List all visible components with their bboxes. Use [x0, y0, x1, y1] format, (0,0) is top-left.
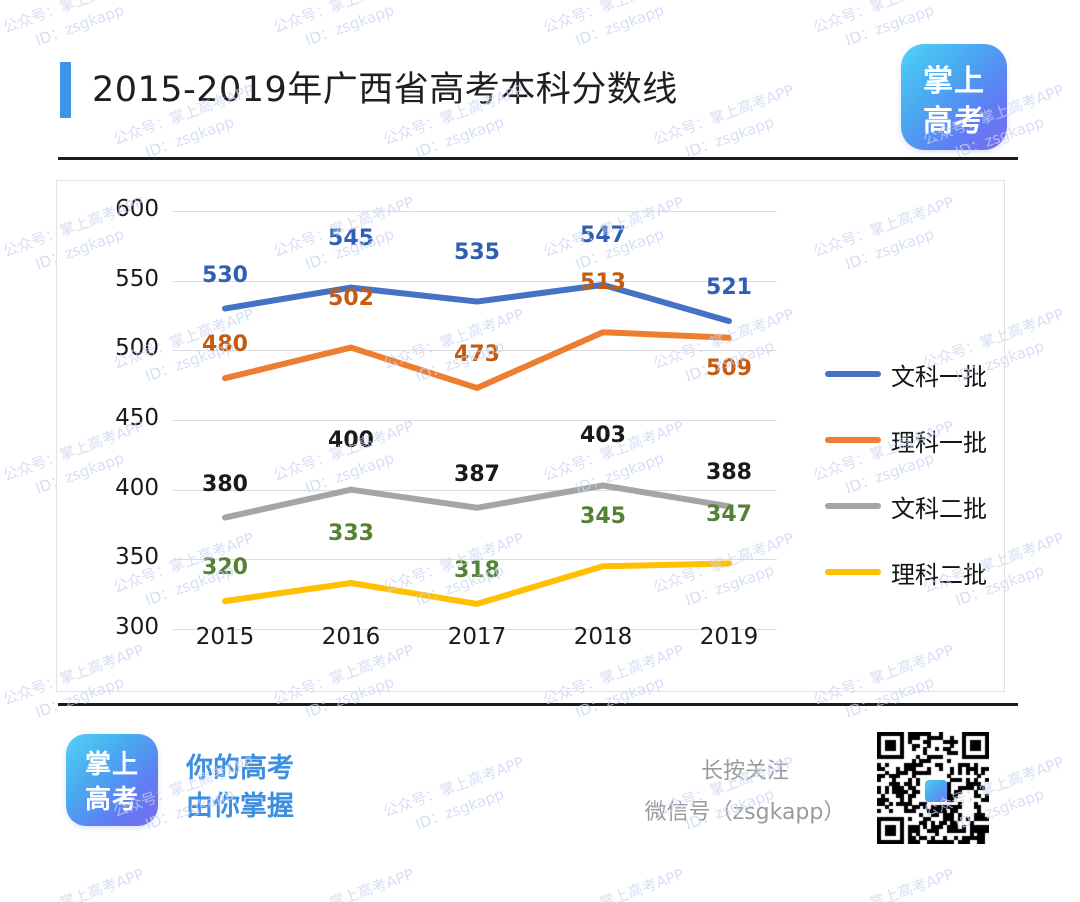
- gridline: [173, 211, 777, 212]
- data-point-label: 318: [454, 557, 500, 583]
- legend-item[interactable]: 理科二批: [825, 539, 1005, 605]
- legend-color-swatch: [825, 503, 881, 509]
- x-axis-tick-label: 2019: [699, 624, 759, 650]
- app-logo-footer-text-top: 掌上: [84, 750, 139, 780]
- page-title: 2015-2019年广西省高考本科分数线: [92, 70, 678, 110]
- legend-label: 文科一批: [891, 362, 987, 391]
- series-line: [222, 482, 732, 521]
- series-line: [222, 281, 732, 325]
- chart-legend: 文科一批理科一批文科二批理科二批: [825, 341, 1005, 605]
- data-point-label: 513: [580, 270, 626, 296]
- data-point-label: 509: [706, 355, 752, 381]
- app-logo-footer: 掌上 高考: [66, 734, 158, 826]
- data-point-label: 400: [328, 427, 374, 453]
- app-logo-footer-text-bottom: 高考: [84, 785, 139, 815]
- footer-follow-text: 长按关注: [700, 759, 789, 784]
- data-point-label: 347: [706, 501, 752, 527]
- legend-label: 理科二批: [891, 560, 987, 589]
- data-point-label: 535: [454, 239, 500, 265]
- data-point-label: 345: [580, 504, 626, 530]
- y-axis-tick-label: 600: [115, 196, 159, 222]
- data-point-label: 320: [202, 555, 248, 581]
- legend-color-swatch: [825, 437, 881, 443]
- chart-card: 600 550 500 450 400 350 300 2015 2016 2017 2018 20…: [56, 180, 1005, 692]
- gridline: [173, 420, 777, 421]
- header-divider: [58, 157, 1018, 160]
- data-point-label: 502: [328, 285, 374, 311]
- footer-wechat-id: 微信号（zsgkapp）: [644, 800, 846, 825]
- gridline: [173, 489, 777, 491]
- legend-item[interactable]: 文科二批: [825, 473, 1005, 539]
- y-axis-tick-label: 500: [115, 335, 159, 362]
- data-point-label: 547: [580, 222, 626, 248]
- app-logo-header: 掌上 高考: [901, 44, 1007, 150]
- page-footer: 掌上 高考 你的高考 由你掌握 长按关注 微信号（zsgkapp）: [0, 706, 1080, 902]
- gridline: [173, 280, 777, 282]
- data-point-label: 333: [328, 521, 374, 547]
- legend-label: 文科二批: [891, 494, 987, 523]
- legend-color-swatch: [825, 569, 881, 575]
- gridline: [173, 350, 777, 352]
- data-point-label: 403: [580, 423, 626, 449]
- data-point-label: 388: [706, 460, 752, 486]
- y-axis-tick-label: 550: [115, 265, 159, 292]
- x-axis-tick-label: 2016: [321, 624, 381, 650]
- footer-tagline-line1: 你的高考: [186, 753, 294, 784]
- data-point-label: 545: [328, 225, 374, 251]
- y-axis-tick-label: 450: [115, 405, 159, 431]
- page-header: 2015-2019年广西省高考本科分数线 掌上 高考: [0, 0, 1080, 160]
- data-point-label: 530: [202, 262, 248, 288]
- chart-series-svg: [222, 281, 732, 607]
- gridline: [173, 629, 777, 630]
- legend-item[interactable]: 文科一批: [825, 341, 1005, 407]
- x-axis-tick-label: 2015: [195, 624, 255, 650]
- footer-tagline-line2: 由你掌握: [186, 791, 294, 822]
- series-line: [222, 329, 732, 391]
- series-line: [222, 560, 732, 607]
- y-axis-tick-label: 400: [115, 474, 159, 501]
- app-logo-header-text-bottom: 高考: [923, 104, 985, 139]
- y-axis-tick-label: 350: [115, 544, 159, 571]
- footer-tagline: 你的高考 由你掌握: [186, 750, 294, 826]
- qr-code-logo-badge: [925, 780, 947, 802]
- app-logo-header-text-top: 掌上: [923, 64, 985, 99]
- data-point-label: 473: [454, 341, 500, 367]
- gridline: [173, 559, 777, 561]
- legend-label: 理科一批: [891, 428, 987, 457]
- x-axis-tick-label: 2017: [447, 624, 507, 650]
- data-point-label: 387: [454, 461, 500, 487]
- footer-divider: [58, 703, 1018, 706]
- data-point-label: 521: [706, 275, 752, 301]
- title-accent-bar: [60, 62, 71, 118]
- legend-color-swatch: [825, 371, 881, 377]
- data-point-label: 380: [202, 471, 248, 497]
- x-axis-tick-label: 2018: [573, 624, 633, 650]
- legend-item[interactable]: 理科一批: [825, 407, 1005, 473]
- y-axis-tick-label: 300: [115, 614, 159, 640]
- data-point-label: 480: [202, 332, 248, 358]
- chart-plot-area: 600 550 500 450 400 350 300 2015 2016 2017 2018 20…: [57, 181, 1004, 691]
